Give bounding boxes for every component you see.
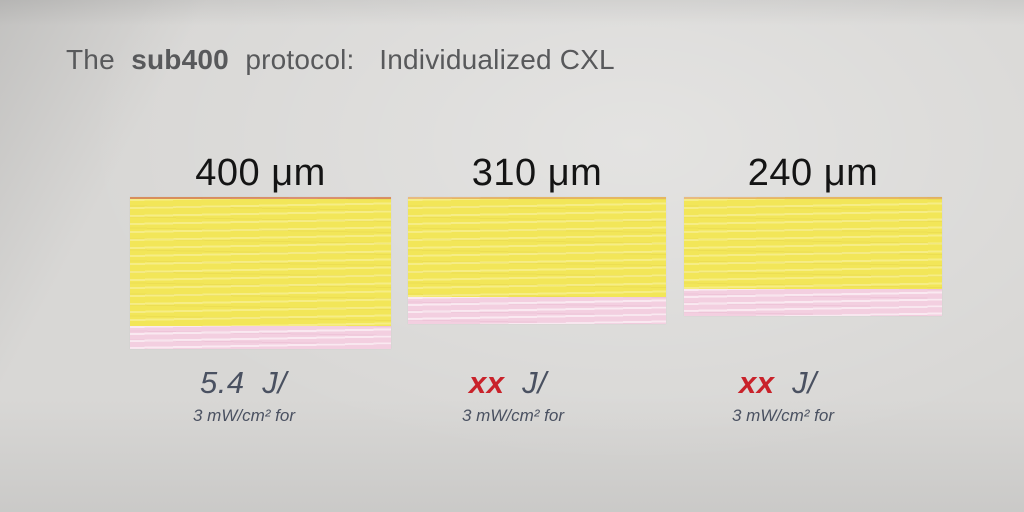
- fluence-unit: J/: [522, 365, 547, 400]
- fluence-line: 5.4 J/: [200, 364, 295, 402]
- thickness-label: 240 μm: [747, 152, 879, 194]
- slide-title: The sub400 protocol: Individualized CXL: [66, 44, 615, 76]
- title-text-tail: Individualized CXL: [379, 44, 615, 75]
- posterior-stroma-layer: [130, 326, 391, 349]
- histology-image: [684, 197, 942, 316]
- fluence-unit: J/: [262, 365, 287, 400]
- histology-image: [130, 197, 391, 349]
- posterior-stroma-layer: [408, 297, 666, 324]
- irradiance-label: 3 mW/cm² for: [462, 406, 564, 425]
- title-text-post: protocol:: [245, 44, 355, 75]
- irradiance-label: 3 mW/cm² for: [732, 406, 834, 425]
- fluence-line: xx J/: [739, 364, 834, 402]
- irradiance-label: 3 mW/cm² for: [193, 406, 295, 425]
- fluence-line: xx J/: [469, 364, 564, 402]
- specimen-column-400um: 400 μm: [130, 151, 391, 349]
- crosslinked-stroma-layer: [684, 197, 942, 289]
- crosslinked-stroma-layer: [408, 197, 666, 297]
- title-text-pre: The: [66, 44, 115, 75]
- specimen-column-310um: 310 μm: [408, 151, 666, 324]
- fluence-unit: J/: [792, 365, 817, 400]
- fluence-value: xx: [469, 365, 505, 400]
- histology-image: [408, 197, 666, 324]
- posterior-stroma-layer: [684, 289, 942, 316]
- energy-label-240um: xx J/ 3 mW/cm² for: [732, 364, 834, 427]
- thickness-label: 400 μm: [195, 152, 326, 194]
- title-bold-sub400: sub400: [131, 44, 229, 75]
- specimen-column-240um: 240 μm: [684, 151, 942, 316]
- thickness-label: 310 μm: [471, 152, 603, 194]
- energy-label-400um: 5.4 J/ 3 mW/cm² for: [193, 364, 295, 427]
- fluence-value: xx: [739, 365, 775, 400]
- crosslinked-stroma-layer: [130, 197, 391, 326]
- energy-label-310um: xx J/ 3 mW/cm² for: [462, 364, 564, 427]
- fluence-value: 5.4: [200, 365, 245, 400]
